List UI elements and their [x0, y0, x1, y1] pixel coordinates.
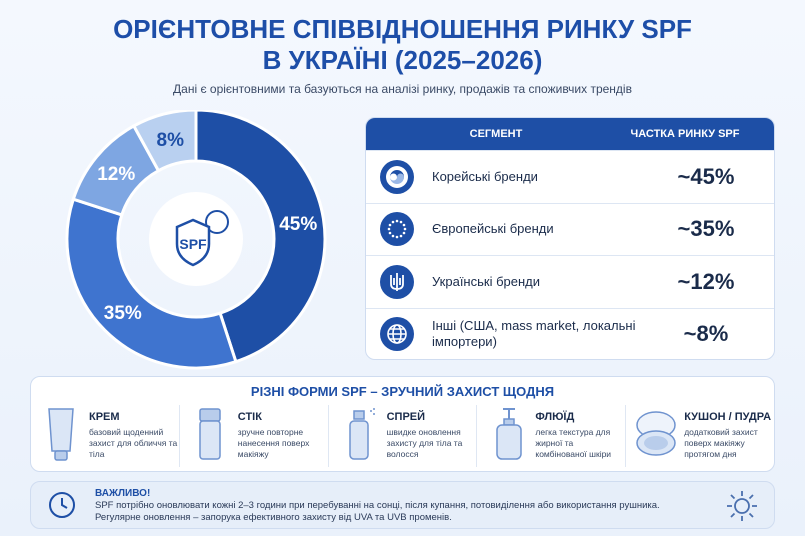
- page-title-line2: В УКРАЇНІ (2025–2026): [262, 45, 543, 75]
- segment-label: Українські бренди: [432, 273, 541, 289]
- cushion-compact-icon: [636, 411, 676, 456]
- clock-icon: [49, 492, 75, 518]
- donut-slice-0: [194, 110, 327, 364]
- segment-label: Інші (США, mass market, локальні імпорте…: [432, 318, 636, 350]
- share-value: ~12%: [677, 268, 735, 294]
- form-item-spray: СПРЕЙ швидке оновлення захисту для тіла т…: [327, 405, 477, 467]
- table-row-european: Європейські бренди ~35%: [366, 202, 774, 256]
- form-desc: додатковий захист поверх макіяжу протяго…: [684, 427, 758, 459]
- table-header: СЕГМЕНТ ЧАСТКА РИНКУ SPF: [366, 118, 774, 150]
- donut-slice-label-0: 45%: [279, 214, 317, 235]
- table-row-other: Інші (США, mass market, локальні імпорте…: [366, 307, 774, 360]
- table-row-ukrainian: Українські бренди ~12%: [366, 255, 774, 308]
- share-value: ~8%: [683, 321, 729, 347]
- form-item-cream: КРЕМ базовий щоденний захист для обличчя …: [31, 405, 179, 467]
- form-name: СТІК: [237, 411, 262, 423]
- form-name: КУШОН / ПУДРА: [684, 411, 772, 423]
- form-name: ФЛЮЇД: [535, 411, 575, 423]
- share-value: ~45%: [677, 163, 735, 189]
- page-title-line1: ОРІЄНТОВНЕ СПІВВІДНОШЕННЯ РИНКУ SPF: [113, 14, 692, 44]
- donut-slice-3: [131, 110, 198, 173]
- segment-label: Європейські бренди: [432, 221, 554, 237]
- page-subtitle: Дані є орієнтовними та базуються на анал…: [173, 82, 632, 96]
- eu-flag-icon: [380, 212, 414, 247]
- sun-icon: [727, 491, 757, 521]
- note-line2: Регулярне оновлення – запорука ефективно…: [95, 512, 452, 523]
- share-value: ~35%: [677, 216, 735, 242]
- globe-icon: [380, 317, 414, 352]
- spf-forms-panel: РІЗНІ ФОРМИ SPF – ЗРУЧНИЙ ЗАХИСТ ЩОДНЯ К…: [30, 376, 775, 472]
- note-heading: ВАЖЛИВО!: [95, 488, 151, 499]
- forms-title: РІЗНІ ФОРМИ SPF – ЗРУЧНИЙ ЗАХИСТ ЩОДНЯ: [250, 384, 555, 399]
- form-desc: швидке оновлення захисту для тіла та вол…: [386, 427, 463, 459]
- important-note: ВАЖЛИВО! SPF потрібно оновлювати кожні 2…: [30, 481, 775, 529]
- col-share-header: ЧАСТКА РИНКУ SPF: [630, 128, 740, 140]
- donut-slice-label-3: 8%: [157, 130, 185, 151]
- market-share-table: СЕГМЕНТ ЧАСТКА РИНКУ SPF Корейські бренд…: [365, 117, 775, 360]
- donut-slice-label-1: 35%: [104, 303, 142, 324]
- form-item-fluid: ФЛЮЇД легка текстура для жирної та комбін…: [476, 405, 625, 467]
- cream-tube-icon: [48, 408, 74, 461]
- korea-flag-icon: [380, 159, 414, 194]
- segment-label: Корейські бренди: [432, 168, 538, 184]
- donut-slice-label-2: 12%: [97, 164, 135, 185]
- table-row-korean: Корейські бренди ~45%: [366, 150, 774, 203]
- spf-shield-icon: [175, 210, 229, 267]
- market-share-donut-chart: SPF 45% 35% 12% 8%: [65, 110, 327, 370]
- col-segment-header: СЕГМЕНТ: [469, 128, 523, 140]
- form-item-cushion: КУШОН / ПУДРА додатковий захист поверх ма…: [625, 405, 774, 467]
- form-desc: легка текстура для жирної та комбіновано…: [535, 427, 612, 459]
- ukraine-trident-icon: [380, 264, 414, 299]
- stick-icon: [199, 408, 221, 460]
- fluid-pump-icon: [496, 408, 523, 460]
- form-name: КРЕМ: [89, 411, 120, 423]
- note-line1: SPF потрібно оновлювати кожні 2–3 години…: [95, 500, 660, 511]
- form-desc: базовий щоденний захист для обличчя та т…: [89, 427, 178, 459]
- donut-center-label: SPF: [179, 236, 207, 252]
- spray-icon: [348, 408, 375, 460]
- form-desc: зручне повторне нанесення поверх макіяжу: [237, 427, 310, 459]
- donut-slice-1: [65, 197, 238, 370]
- form-name: СПРЕЙ: [386, 411, 426, 423]
- form-item-stick: СТІК зручне повторне нанесення поверх мак…: [178, 405, 328, 467]
